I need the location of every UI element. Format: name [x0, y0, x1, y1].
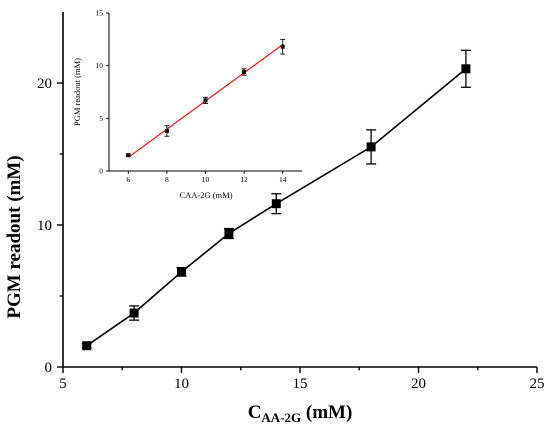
main-data-point	[177, 267, 186, 277]
main-x-tick-label: 25	[530, 376, 545, 392]
main-axes: 5 10 15 20 25 0 10 20	[37, 12, 545, 392]
main-data-point	[224, 229, 234, 239]
inset-x-tick-label: 12	[240, 175, 248, 184]
main-series	[81, 49, 471, 351]
inset-y-tick-label: 5	[99, 114, 103, 123]
main-data-point	[271, 199, 281, 209]
inset-y-tick-label: 15	[96, 9, 104, 18]
x-axis-title-main: C	[248, 402, 262, 423]
main-y-tick-label: 10	[37, 218, 52, 234]
main-x-tick-label: 15	[293, 376, 308, 392]
inset-x-tick-label: 8	[165, 175, 169, 184]
inset-axes: 6 8 10 12 14 0 5 10 15	[96, 9, 302, 184]
inset-y-tick-label: 0	[99, 167, 103, 176]
inset-x-tick-label: 14	[279, 175, 287, 184]
inset-data-point	[242, 69, 247, 74]
main-x-tick-label: 10	[174, 376, 189, 392]
x-axis-title-subscript: AA-2G	[261, 410, 301, 425]
main-x-axis-title: CAA-2G (mM)	[248, 402, 353, 425]
main-y-axis-title: PGM readout (mM)	[4, 155, 25, 318]
inset-x-tick-label: 6	[126, 175, 130, 184]
inset-data-point	[203, 98, 208, 103]
inset-series	[125, 38, 286, 158]
main-data-point	[129, 308, 139, 318]
x-axis-title-unit: (mM)	[301, 402, 352, 423]
main-data-point	[82, 341, 92, 351]
main-y-tick-label: 20	[37, 76, 52, 92]
main-data-point	[461, 64, 471, 74]
inset-data-point	[280, 44, 285, 49]
inset-data-point	[164, 128, 169, 133]
main-y-tick-label: 0	[45, 360, 53, 376]
main-data-point	[366, 142, 376, 152]
inset-data-point	[126, 153, 131, 158]
inset-y-tick-label: 10	[96, 61, 104, 70]
inset-x-axis-title: CAA-2G (mM)	[179, 190, 232, 200]
main-x-tick-label: 20	[411, 376, 426, 392]
main-x-tick-label: 5	[59, 376, 67, 392]
inset-y-axis-title: PGM readout (mM)	[72, 58, 82, 126]
inset-x-tick-label: 10	[202, 175, 210, 184]
